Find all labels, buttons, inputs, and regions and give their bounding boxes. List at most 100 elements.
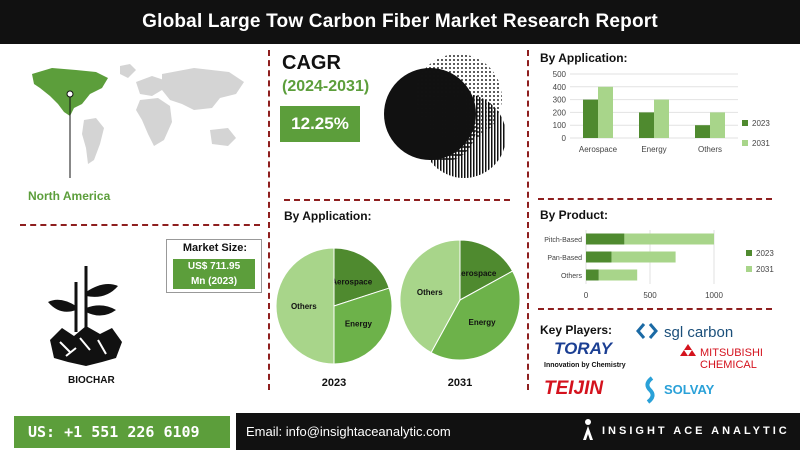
x-tick-label: 500 bbox=[643, 291, 657, 300]
legend-swatch-2023 bbox=[746, 250, 752, 256]
region-label: North America bbox=[28, 189, 111, 203]
y-tick-label: Pitch-Based bbox=[544, 237, 582, 244]
y-tick-label: Pan-Based bbox=[547, 255, 582, 262]
legend-swatch-2031 bbox=[742, 140, 748, 146]
market-size-title: Market Size: bbox=[182, 242, 248, 254]
hbar-2023-pan-based bbox=[586, 251, 612, 263]
divider-h-mid bbox=[284, 199, 510, 201]
legend-swatch-2023 bbox=[742, 120, 748, 126]
toray-tagline: Innovation by Chemistry bbox=[544, 362, 626, 369]
decorative-circles bbox=[384, 54, 506, 178]
hbar-2023-others bbox=[586, 269, 599, 281]
cagr-value: 12.25% bbox=[280, 106, 360, 142]
pie-label-aerospace: Aerospace bbox=[331, 278, 372, 287]
y-tick-label: Others bbox=[561, 273, 583, 280]
pie-slice-energy bbox=[333, 287, 393, 365]
australia-shape bbox=[210, 128, 236, 146]
toray-text: TORAY bbox=[554, 339, 614, 358]
y-tick-label: 0 bbox=[562, 134, 567, 143]
x-tick-label: 0 bbox=[584, 291, 589, 300]
market-size-value-line1: US$ 711.95 bbox=[187, 261, 241, 272]
cagr-period: (2024-2031) bbox=[282, 78, 370, 95]
market-size-value: US$ 711.95 Mn (2023) bbox=[173, 259, 255, 289]
product-bar-chart: 0 500 1000 Pitch-Based Pan-Based Others 2023 20… bbox=[544, 230, 774, 300]
bar-2031-others bbox=[710, 112, 725, 138]
footer-bar bbox=[236, 413, 800, 450]
toray-logo: TORAY Innovation by Chemistry bbox=[544, 339, 626, 369]
x-tick-label: Energy bbox=[641, 145, 666, 154]
world-map bbox=[32, 64, 244, 178]
key-players-title: Key Players: bbox=[540, 323, 613, 337]
divider-h-right-bottom bbox=[538, 308, 772, 310]
cagr-label: CAGR bbox=[282, 52, 341, 74]
divider-h-left bbox=[20, 224, 260, 226]
pie-label-energy: Energy bbox=[468, 318, 496, 327]
bar-2031-aerospace bbox=[598, 86, 613, 138]
pie-label-others: Others bbox=[417, 288, 443, 297]
hbar-2031-pan-based bbox=[611, 251, 676, 263]
divider-left bbox=[268, 50, 270, 390]
mitsubishi-logo: MITSUBISHI CHEMICAL bbox=[680, 344, 763, 371]
brand-logo-icon bbox=[583, 419, 593, 440]
key-players-logos: sgl carbon TORAY Innovation by Chemistry… bbox=[544, 323, 763, 404]
pie-slice-aerospace bbox=[333, 247, 390, 307]
title-bar: Global Large Tow Carbon Fiber Market Res… bbox=[0, 0, 800, 44]
biochar-illustration bbox=[48, 266, 122, 366]
page-title: Global Large Tow Carbon Fiber Market Res… bbox=[142, 11, 658, 32]
application-bar-chart: 0 100 200 300 400 500 Aerospace Energy Others 202… bbox=[553, 70, 771, 154]
x-tick-label: Aerospace bbox=[579, 145, 618, 154]
pie-year-label: 2023 bbox=[322, 377, 346, 389]
application-pie-charts: Aerospace Energy Others 2023 Aerospace Energy… bbox=[275, 239, 521, 389]
market-size-value-line2: Mn (2023) bbox=[190, 276, 238, 287]
africa-shape bbox=[136, 98, 172, 146]
x-tick-label: 1000 bbox=[705, 291, 723, 300]
footer-email[interactable]: Email: info@insightaceanalytic.com bbox=[246, 424, 451, 439]
legend-label: 2023 bbox=[756, 249, 774, 258]
legend-swatch-2031 bbox=[746, 266, 752, 272]
chemical-text: CHEMICAL bbox=[700, 359, 757, 371]
bar-2023-energy bbox=[639, 112, 654, 138]
pie-slice-others bbox=[399, 239, 461, 354]
footer-phone[interactable]: US: +1 551 226 6109 bbox=[14, 416, 230, 448]
pie-year-label: 2031 bbox=[448, 377, 472, 389]
hbar-2031-others bbox=[598, 269, 638, 281]
solvay-text: SOLVAY bbox=[664, 382, 715, 397]
bar-2031-energy bbox=[654, 99, 669, 138]
pie-slice-others bbox=[275, 247, 335, 365]
south-america-shape bbox=[82, 118, 104, 164]
sgl-text: sgl carbon bbox=[664, 324, 733, 341]
mitsubishi-text: MITSUBISHI bbox=[700, 347, 763, 359]
hbar-chart-title: By Product: bbox=[540, 208, 609, 222]
asia-shape bbox=[162, 68, 244, 110]
y-tick-label: 300 bbox=[553, 96, 567, 105]
europe-shape bbox=[136, 76, 164, 96]
teijin-logo: TEIJIN bbox=[544, 378, 604, 399]
bar-2023-others bbox=[695, 125, 710, 138]
bar-2023-aerospace bbox=[583, 99, 598, 138]
divider-h-right-top bbox=[538, 198, 772, 200]
y-tick-label: 200 bbox=[553, 108, 567, 117]
x-tick-label: Others bbox=[698, 145, 722, 154]
y-tick-label: 500 bbox=[553, 70, 567, 79]
solvay-logo: SOLVAY bbox=[645, 376, 715, 404]
hbar-2031-pitch-based bbox=[624, 233, 714, 245]
biochar-label: BIOCHAR bbox=[68, 375, 115, 386]
market-size-box: Market Size: US$ 711.95 Mn (2023) bbox=[166, 239, 262, 293]
legend-label: 2031 bbox=[756, 265, 774, 274]
bar-chart-title: By Application: bbox=[540, 51, 628, 65]
teijin-text: TEIJIN bbox=[544, 378, 604, 399]
legend-label: 2031 bbox=[752, 139, 770, 148]
pie-slice-aerospace bbox=[459, 239, 514, 301]
y-tick-label: 400 bbox=[553, 83, 567, 92]
map-pin bbox=[66, 90, 74, 98]
pie-label-others: Others bbox=[291, 302, 317, 311]
y-tick-label: 100 bbox=[553, 121, 567, 130]
footer-brand: INSIGHT ACE ANALYTIC bbox=[602, 425, 790, 437]
hbar-2023-pitch-based bbox=[586, 233, 625, 245]
pie-label-energy: Energy bbox=[345, 320, 373, 329]
sgl-carbon-logo: sgl carbon bbox=[636, 323, 733, 341]
pie-slice-energy bbox=[430, 270, 521, 361]
legend-label: 2023 bbox=[752, 119, 770, 128]
pie-section-title: By Application: bbox=[284, 209, 372, 223]
greenland-shape bbox=[120, 64, 136, 78]
